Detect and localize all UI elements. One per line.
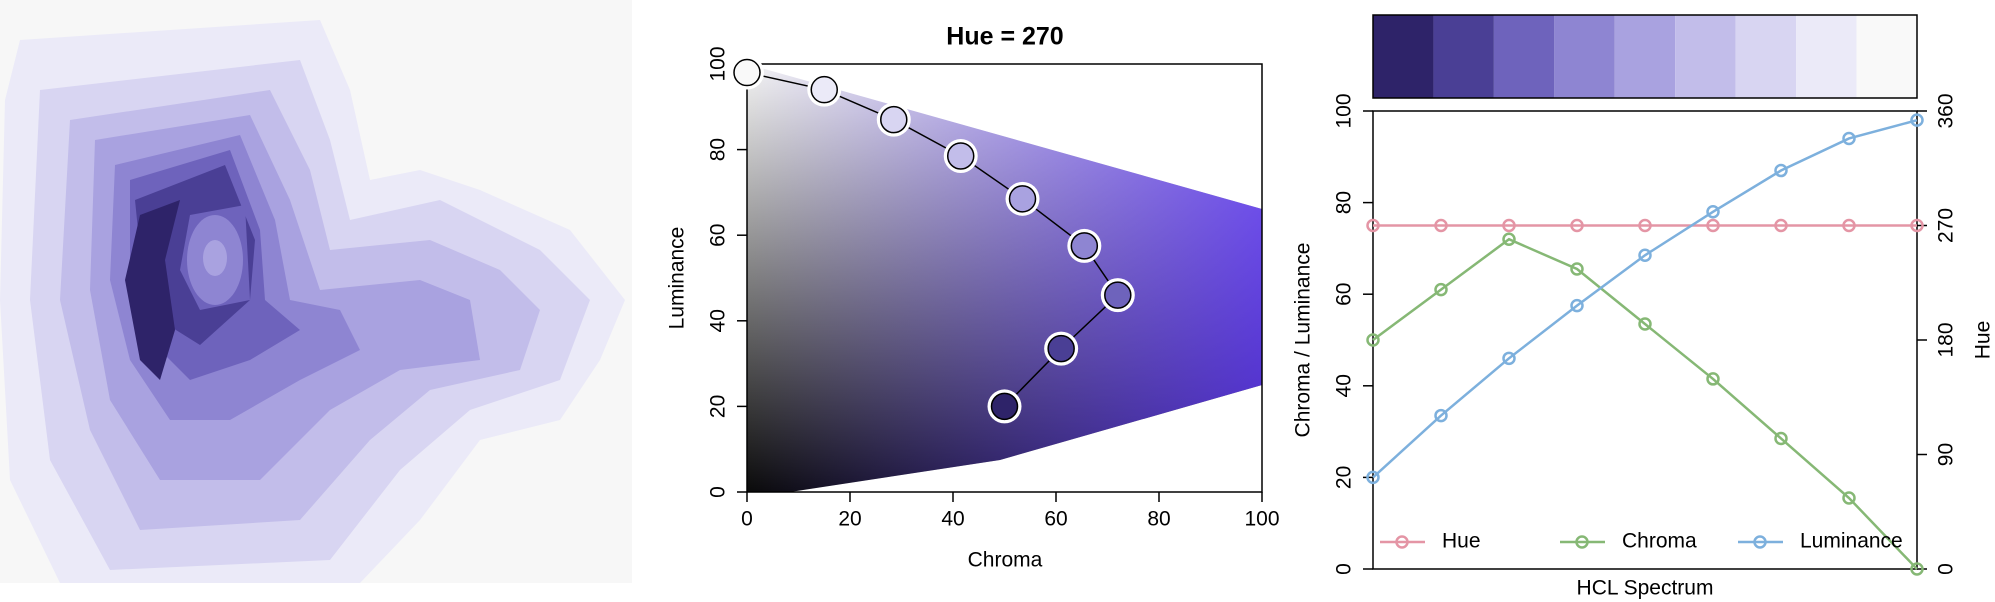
palette-swatch [1856,15,1917,98]
x-axis-label: HCL Spectrum [1577,577,1714,600]
series-point [1842,131,1856,146]
point [880,105,908,134]
series-line [1372,237,1918,570]
y-tick-label: 60 [1333,283,1356,306]
x-tick-label: 80 [1147,508,1170,531]
legend-point [1395,535,1409,549]
x-tick-label: 60 [1044,508,1067,531]
series-point [1366,470,1380,485]
legend-label: Luminance [1800,530,1903,553]
y-tick-label: 0 [1333,563,1356,575]
palette-swatch [1493,15,1555,98]
x-tick-label: 0 [741,508,753,531]
y-axis-label: Luminance [666,227,689,330]
series-point [1842,491,1856,505]
palette-swatch [1433,15,1494,98]
y2-tick-label: 180 [1935,322,1958,357]
series-point [1502,351,1516,366]
series-point [1434,218,1448,233]
palette-frame [1372,14,1918,99]
y-axis-label: Chroma / Luminance [1292,243,1315,438]
y2-tick-label: 360 [1935,93,1958,128]
palette-swatch [1373,15,1434,98]
series-point [1434,408,1448,423]
y-tick-label: 60 [707,224,730,247]
palette-swatch [1675,15,1736,98]
y-tick-label: 40 [707,309,730,332]
y2-tick-label: 0 [1935,563,1958,575]
y-tick-label: 100 [707,46,730,81]
legend-label: Chroma [1622,530,1697,553]
y-tick-label: 20 [1333,466,1356,489]
series-point [1434,282,1448,297]
palette-swatch [1554,15,1615,98]
series-point [1638,248,1652,263]
y2-axis-label: Hue [1972,321,1995,360]
series-point [1706,372,1720,386]
point [733,58,761,87]
point [990,392,1019,421]
x-tick-label: 20 [838,508,861,531]
point [1008,185,1037,213]
y-tick-label: 80 [1333,191,1356,214]
series-point [1570,298,1584,313]
series-point [1910,113,1924,127]
point [1104,281,1132,309]
x-tick-label: 40 [941,508,964,531]
y-tick-label: 40 [1333,374,1356,397]
legend-point [1753,535,1767,549]
y-tick-label: 80 [707,138,730,161]
heatmap [0,0,632,583]
series-point [1570,262,1584,276]
series-point [1366,333,1380,347]
palette-swatch [1735,15,1797,98]
point [810,75,838,104]
series-point [1910,218,1924,233]
palette-swatch [1796,15,1857,98]
y-tick-label: 0 [707,486,730,498]
point [1070,232,1099,260]
series-point [1842,218,1856,233]
series-point [1774,218,1788,233]
y-tick-label: 20 [707,395,730,418]
point [946,142,975,170]
legend-point [1575,535,1589,549]
legend-label: Hue [1442,530,1481,553]
chart-title: Hue = 270 [946,23,1063,51]
point [1047,334,1075,363]
y-tick-label: 100 [1333,93,1356,128]
palette-swatch [1614,15,1676,98]
series-point [1638,218,1652,233]
series-point [1910,562,1924,576]
series-point [1638,317,1652,331]
y2-tick-label: 90 [1935,443,1958,466]
x-tick-label: 100 [1244,508,1279,531]
plot-frame [1372,110,1918,570]
y2-tick-label: 270 [1935,208,1958,243]
series-point [1706,205,1720,219]
series-line [1372,118,1918,479]
plot-frame [746,63,1263,493]
series-point [1706,218,1720,233]
series-point [1774,431,1788,446]
series-point [1502,232,1516,246]
hcl-region [747,64,1262,492]
series-point [1502,218,1516,233]
series-point [1570,218,1584,233]
series-point [1366,218,1380,233]
series-point [1774,163,1788,178]
x-axis-label: Chroma [968,549,1043,572]
